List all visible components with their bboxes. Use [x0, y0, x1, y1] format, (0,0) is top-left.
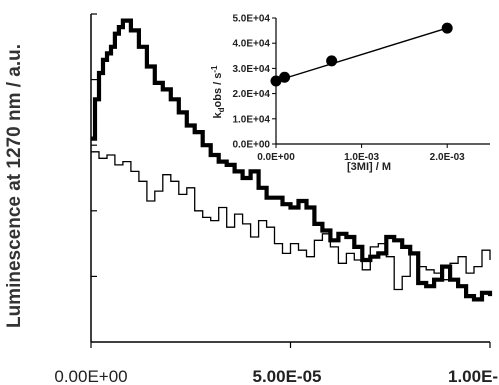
inset-point-0 — [270, 75, 282, 87]
inset-x-ticks: 0.0E+00 1.0E-03 2.0E-03 — [257, 144, 465, 163]
inset-y-label-k: k — [212, 111, 224, 118]
inset-point-3 — [441, 22, 453, 34]
main-plot — [90, 13, 493, 348]
x-tick-label-0: 0.00E+00 — [54, 367, 127, 385]
inset-background — [276, 18, 491, 144]
inset-y-axis-label: kdobs / s-1 — [210, 65, 226, 119]
x-tick-label-1: 5.00E-05 — [253, 367, 322, 385]
inset-y-tick-label-3: 3.0E+04 — [232, 64, 270, 75]
inset-y-label-sub: d — [217, 107, 226, 112]
inset-x-tick-label-2: 2.0E-03 — [430, 152, 465, 163]
inset-y-tick-label-0: 0.0E+00 — [232, 140, 270, 151]
inset-x-axis-label: [3MI] / M — [347, 161, 391, 173]
inset-fit-line — [275, 27, 448, 82]
series-line-thick — [91, 18, 493, 302]
y-ticks — [91, 13, 97, 277]
inset-point-2 — [326, 55, 338, 67]
inset-point-1 — [279, 71, 291, 83]
inset-x-tick-label-1: 1.0E-03 — [344, 152, 379, 163]
y-axis-label: Luminescence at 1270 nm / a.u. — [4, 44, 25, 328]
inset-y-tick-label-5: 5.0E+04 — [232, 14, 270, 25]
inset-y-ticks: 0.0E+00 1.0E+04 2.0E+04 3.0E+04 4.0E+04 5.0E+… — [232, 14, 276, 151]
x-ticks — [90, 342, 491, 348]
inset-y-tick-label-1: 1.0E+04 — [232, 114, 270, 125]
inset-y-label-sup: -1 — [210, 65, 219, 73]
inset-x-tick-label-0: 0.0E+00 — [257, 152, 295, 163]
inset-y-label-mid: obs / s — [212, 73, 224, 108]
inset-chart: 0.0E+00 1.0E+04 2.0E+04 3.0E+04 4.0E+04 5.0E+… — [210, 14, 491, 173]
inset-y-tick-label-2: 2.0E+04 — [232, 89, 270, 100]
x-tick-label-2: 1.00E- — [448, 367, 498, 385]
inset-points — [270, 22, 453, 87]
series-line-thin — [91, 151, 491, 291]
inset-y-tick-label-4: 4.0E+04 — [232, 39, 270, 50]
